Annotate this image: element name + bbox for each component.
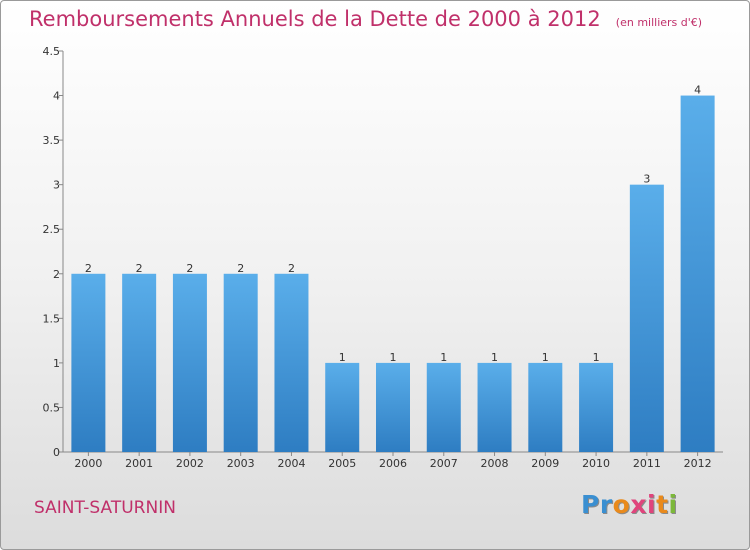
x-tick-label: 2002: [176, 457, 204, 470]
data-label: 1: [390, 351, 397, 364]
x-tick-label: 2007: [430, 457, 458, 470]
proxiti-logo: Proxiti: [581, 490, 678, 519]
y-tick-label: 4: [53, 90, 60, 103]
logo-letter: i: [647, 490, 657, 519]
y-tick-label: 2.5: [43, 223, 61, 236]
logo-letter: x: [630, 490, 647, 519]
bar: [274, 273, 309, 452]
data-label: 1: [491, 351, 498, 364]
y-tick-label: 0: [53, 446, 60, 459]
x-tick-label: 2000: [74, 457, 102, 470]
logo-letter: o: [612, 490, 631, 519]
y-tick-label: 3: [53, 179, 60, 192]
logo-letter: r: [599, 490, 613, 519]
bar: [172, 273, 207, 452]
chart-title-text: Remboursements Annuels de la Dette de 20…: [29, 7, 601, 31]
x-tick-label: 2009: [531, 457, 559, 470]
bar: [122, 273, 157, 452]
x-tick-label: 2005: [328, 457, 356, 470]
x-tick-label: 2010: [582, 457, 610, 470]
data-label: 1: [440, 351, 447, 364]
y-tick-label: 1.5: [43, 312, 61, 325]
data-label: 2: [237, 262, 244, 275]
bar: [71, 273, 106, 452]
y-tick-label: 0.5: [43, 401, 61, 414]
bar: [426, 362, 461, 452]
x-tick-label: 2001: [125, 457, 153, 470]
commune-name: SAINT-SATURNIN: [34, 498, 176, 518]
data-label: 2: [288, 262, 295, 275]
data-label: 4: [694, 84, 701, 97]
chart-subtitle: (en milliers d'€): [615, 16, 703, 29]
x-tick-label: 2011: [633, 457, 661, 470]
x-tick-label: 2008: [481, 457, 509, 470]
bar: [477, 362, 512, 452]
bar: [629, 184, 664, 452]
data-label: 2: [85, 262, 92, 275]
y-tick-label: 3.5: [43, 134, 61, 147]
data-label: 1: [593, 351, 600, 364]
bar: [528, 362, 563, 452]
logo-letter: i: [668, 490, 678, 519]
logo-letter: t: [656, 490, 669, 519]
x-tick-label: 2003: [227, 457, 255, 470]
data-label: 2: [186, 262, 193, 275]
y-tick-label: 4.5: [43, 45, 61, 58]
data-label: 1: [542, 351, 549, 364]
bar: [325, 362, 360, 452]
bar: [223, 273, 258, 452]
data-label: 2: [136, 262, 143, 275]
chart-title: Remboursements Annuels de la Dette de 20…: [29, 7, 702, 31]
x-tick-label: 2004: [277, 457, 305, 470]
bar: [376, 362, 410, 452]
data-label: 1: [339, 351, 346, 364]
y-tick-label: 1: [53, 357, 60, 370]
y-tick-label: 2: [53, 268, 60, 281]
logo-letter: P: [581, 490, 600, 519]
bar: [579, 362, 614, 452]
x-tick-label: 2012: [684, 457, 712, 470]
x-tick-label: 2006: [379, 457, 407, 470]
bar: [680, 95, 715, 453]
data-label: 3: [643, 173, 650, 186]
